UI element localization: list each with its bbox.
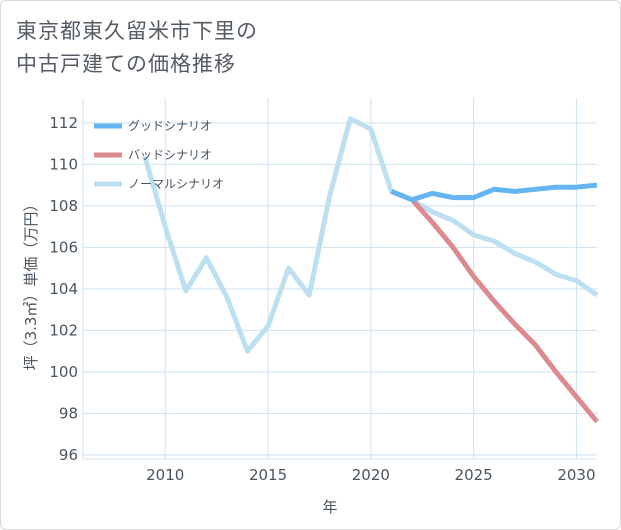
tick-labels: 96 98 100 102 104 106 108 110 112 2010 2015 2020 202… xyxy=(49,114,595,484)
x-tick-label: 2025 xyxy=(455,466,493,484)
axes xyxy=(82,98,597,460)
legend-label-bad: バッドシナリオ xyxy=(128,148,212,162)
y-tick-label: 96 xyxy=(59,446,78,464)
x-tick-label: 2010 xyxy=(146,466,184,484)
series-line-bad xyxy=(390,189,599,424)
y-tick-label: 108 xyxy=(49,197,78,215)
y-tick-label: 102 xyxy=(49,321,78,339)
series-lines xyxy=(142,116,599,424)
x-axis-label: 年 xyxy=(322,498,337,516)
chart-title-line-1: 東京都東久留米市下里の xyxy=(16,19,258,43)
y-tick-label: 100 xyxy=(49,363,78,381)
y-tick-label: 110 xyxy=(49,155,78,173)
y-axis-label: 坪（3.3㎡）単価（万円） xyxy=(22,197,40,371)
chart-title-line-2: 中古戸建ての価格推移 xyxy=(16,52,236,76)
y-tick-label: 98 xyxy=(59,404,78,422)
series-line-normal xyxy=(142,116,599,354)
legend-label-normal: ノーマルシナリオ xyxy=(128,177,224,191)
legend-label-good: グッドシナリオ xyxy=(128,119,212,133)
y-tick-label: 106 xyxy=(49,238,78,256)
y-tick-label: 112 xyxy=(49,114,78,132)
y-tick-label: 104 xyxy=(49,280,78,298)
series-line-good xyxy=(390,182,598,203)
x-tick-label: 2015 xyxy=(249,466,287,484)
x-tick-label: 2020 xyxy=(352,466,390,484)
chart-title: 東京都東久留米市下里の 中古戸建ての価格推移 xyxy=(16,15,576,81)
x-tick-label: 2030 xyxy=(557,466,595,484)
